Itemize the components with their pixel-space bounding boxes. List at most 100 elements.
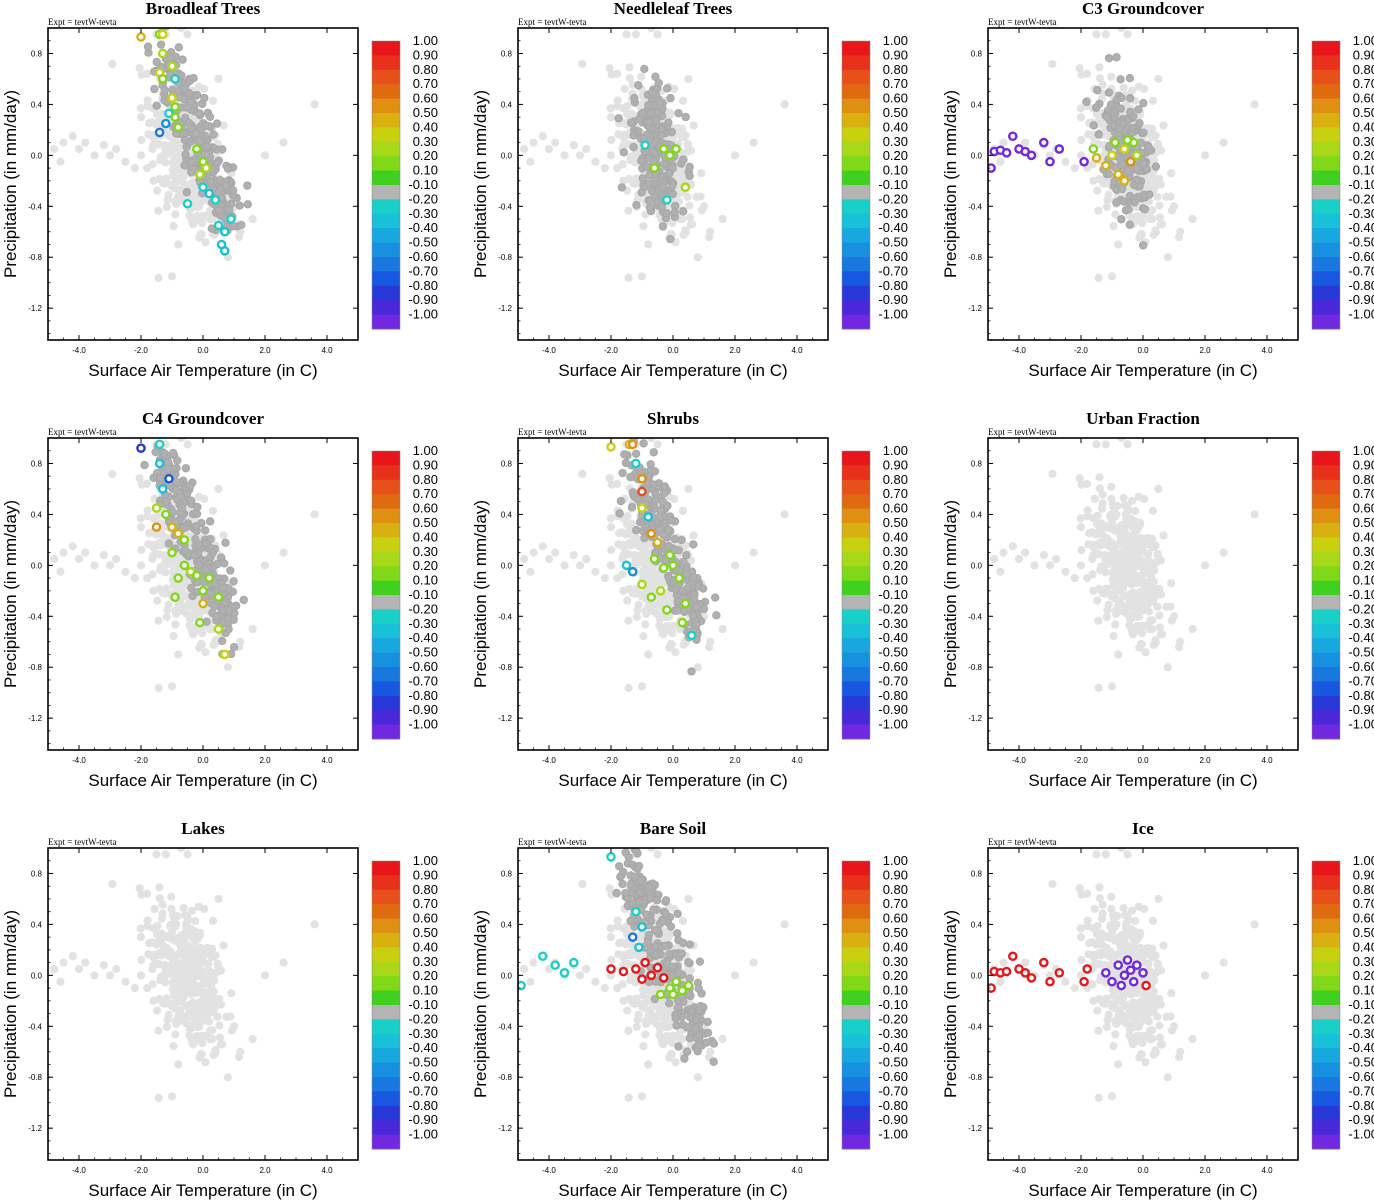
bg-point <box>591 567 600 576</box>
data-point <box>136 443 146 453</box>
x-tick-label: -4.0 <box>1012 346 1026 355</box>
bg-point <box>136 151 146 160</box>
colorbar-label: -0.50 <box>1348 235 1374 250</box>
grey-point <box>224 606 234 615</box>
x-tick-label: 2.0 <box>729 756 741 765</box>
colorbar-label: -1.00 <box>408 307 438 322</box>
bg-point <box>1076 514 1085 523</box>
bg-point <box>177 945 186 954</box>
colorbar-label: -0.60 <box>1348 249 1374 264</box>
bg-point <box>730 151 740 160</box>
grey-point <box>679 155 688 164</box>
expt-label: Expt = tevtW-tevta <box>988 427 1057 437</box>
colorbar-frame <box>1311 450 1341 740</box>
colorbar-swatch <box>1312 55 1340 71</box>
bg-point <box>169 1042 178 1051</box>
grey-point <box>666 515 675 525</box>
colorbar-label: 0.10 <box>413 163 438 178</box>
data-point <box>204 573 214 583</box>
grey-point <box>191 129 201 138</box>
y-tick-label: 0.8 <box>31 49 43 58</box>
colorbar-swatch <box>1312 566 1340 582</box>
grey-point <box>639 439 648 448</box>
colorbar-swatch <box>842 652 870 668</box>
x-axis-label: Surface Air Temperature (in C) <box>558 771 787 790</box>
bg-point <box>1155 201 1164 210</box>
y-tick-label: 0.0 <box>31 971 43 980</box>
colorbar-swatch <box>1312 623 1340 639</box>
colorbar-label: 0.90 <box>413 867 438 882</box>
bg-point <box>1088 554 1097 564</box>
colorbar-frame <box>371 860 401 1150</box>
grey-point <box>1125 220 1134 229</box>
bg-point <box>632 612 641 621</box>
grey-point <box>658 183 667 192</box>
bg-point <box>1030 561 1039 570</box>
colorbar-swatch <box>842 566 870 582</box>
bg-point <box>1084 130 1093 139</box>
bg-point <box>551 548 560 557</box>
colorbar-label: -0.40 <box>1348 220 1374 235</box>
bg-point <box>194 82 203 91</box>
colorbar-label: 0.90 <box>1353 457 1374 472</box>
bg-point <box>1152 558 1161 567</box>
data-point <box>606 442 616 452</box>
data-point <box>668 560 678 571</box>
bg-point <box>600 573 609 583</box>
bg-point <box>148 554 157 564</box>
bg-point <box>174 1060 183 1069</box>
colorbar-label: 0.40 <box>413 119 438 134</box>
bg-point <box>1125 621 1134 630</box>
colorbar-swatch <box>1312 652 1340 668</box>
bg-point <box>1157 630 1167 639</box>
colorbar-label: 0.60 <box>413 911 438 926</box>
grey-point <box>228 186 238 195</box>
bg-point <box>155 894 164 903</box>
y-tick-label: 0.0 <box>31 561 43 570</box>
bg-point <box>692 192 701 201</box>
grey-point <box>654 78 663 88</box>
grey-point <box>212 119 222 128</box>
bg-point <box>1101 30 1110 39</box>
bg-point <box>81 958 90 967</box>
bg-point <box>1107 482 1116 491</box>
bg-point <box>623 596 632 605</box>
bg-point <box>155 883 164 892</box>
bg-point <box>205 967 214 976</box>
grey-point <box>664 118 673 127</box>
colorbar-label: 0.30 <box>883 544 908 559</box>
grey-point <box>631 526 641 535</box>
bg-point <box>212 1001 221 1010</box>
colorbar-label: -0.50 <box>878 645 908 660</box>
colorbar-swatch <box>372 918 400 934</box>
grey-point <box>666 234 675 244</box>
colorbar-swatch <box>1312 156 1340 172</box>
colorbar-label: -0.50 <box>878 235 908 250</box>
grey-point <box>1104 169 1114 179</box>
bg-point <box>606 561 616 570</box>
colorbar-label: -0.10 <box>408 177 438 192</box>
points-layer <box>50 438 319 692</box>
colorbar-label: 1.00 <box>413 33 438 48</box>
grey-point <box>214 206 224 215</box>
colorbar-label: -0.20 <box>1348 191 1374 206</box>
bg-point <box>201 1058 210 1067</box>
grey-point <box>202 142 212 151</box>
colorbar-label: 0.10 <box>413 983 438 998</box>
colorbar-swatch <box>372 1019 400 1035</box>
grey-point <box>173 456 182 465</box>
bg-point <box>171 1016 180 1026</box>
grey-point <box>642 162 651 172</box>
grey-point <box>688 611 698 620</box>
grey-point <box>182 188 191 197</box>
bg-point <box>668 623 677 632</box>
grey-point <box>647 108 656 118</box>
grey-point <box>1125 73 1135 83</box>
colorbar-label: -0.70 <box>408 263 438 278</box>
grey-point <box>658 222 668 231</box>
bg-point <box>158 153 167 162</box>
x-tick-label: -2.0 <box>134 1166 148 1175</box>
bg-point <box>183 912 192 921</box>
grey-point <box>156 40 166 49</box>
